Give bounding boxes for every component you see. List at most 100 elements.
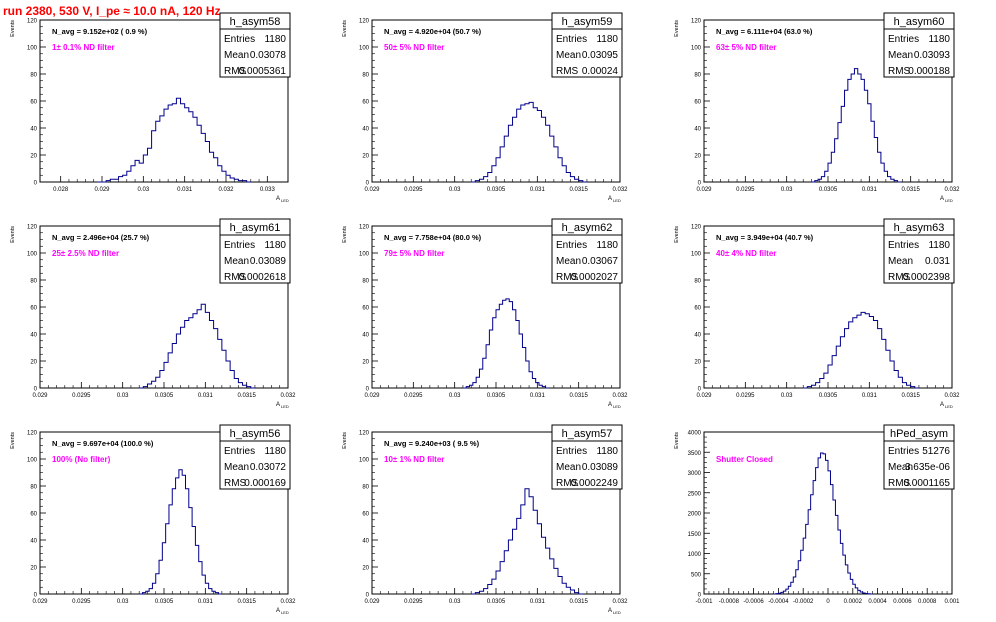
histogram-line <box>97 97 251 183</box>
stats-value: 1180 <box>596 446 618 457</box>
stats-value: 1180 <box>596 34 618 45</box>
y-tick-label: 60 <box>30 512 37 518</box>
y-tick-label: 20 <box>30 154 37 160</box>
y-tick-label: 100 <box>359 252 370 258</box>
stats-value: 0.0005361 <box>239 66 287 77</box>
stats-value: 1180 <box>264 446 286 457</box>
y-tick-label: 60 <box>30 100 37 106</box>
x-tick-label: 0.0305 <box>819 393 838 399</box>
y-tick-label: 60 <box>30 306 37 312</box>
x-tick-label: 0.0315 <box>569 599 588 605</box>
x-tick-label: 0.0315 <box>569 187 588 193</box>
x-tick-label: 0.03 <box>117 599 129 605</box>
x-tick-label: 0.031 <box>198 393 214 399</box>
filter-label: 40± 4% ND filter <box>716 249 776 258</box>
navg-label: N_avg = 6.111e+04 (63.0 %) <box>716 27 813 36</box>
stats-value: 1180 <box>596 240 618 251</box>
stats-key: Mean <box>224 50 249 61</box>
x-tick-label: 0.0315 <box>901 393 920 399</box>
stats-value: 0.03072 <box>250 462 287 473</box>
x-tick-label: 0.0305 <box>487 187 506 193</box>
stats-box <box>219 424 291 490</box>
filter-label: 1± 0.1% ND filter <box>52 43 115 52</box>
stats-key: Entries <box>224 446 255 457</box>
x-axis-label: A <box>608 608 612 614</box>
stats-box <box>219 12 291 78</box>
x-tick-label: 0.029 <box>94 187 110 193</box>
y-axis-label: Events <box>674 20 680 37</box>
y-tick-label: 120 <box>359 225 370 231</box>
stats-title: h_asym59 <box>562 16 613 28</box>
x-tick-label: 0.032 <box>612 393 628 399</box>
stats-key: Entries <box>556 446 587 457</box>
y-tick-label: 40 <box>694 333 701 339</box>
stats-key: Mean <box>888 50 913 61</box>
stats-value: 0.03089 <box>250 256 287 267</box>
stats-key: Mean <box>556 50 581 61</box>
stats-title: h_asym63 <box>894 222 945 234</box>
y-tick-label: 0 <box>34 593 38 599</box>
x-tick-label: 0.0315 <box>569 393 588 399</box>
y-tick-label: 40 <box>362 127 369 133</box>
x-axis-subscript: LED <box>613 404 621 409</box>
x-tick-label: 0.029 <box>364 599 380 605</box>
stats-value: 0.0002027 <box>571 272 619 283</box>
x-tick-label: 0.0006 <box>893 599 912 605</box>
filter-label: 10± 1% ND filter <box>384 455 444 464</box>
histogram-panel-h_asym58: 0 20 40 60 80 100 120 0.028 0.029 0.03 0.031 0.032 0… <box>10 12 291 203</box>
x-axis-label: A <box>276 608 280 614</box>
y-tick-label: 120 <box>27 225 38 231</box>
x-tick-label: -0.0006 <box>743 599 764 605</box>
x-tick-label: 0.0008 <box>918 599 937 605</box>
x-tick-label: 0.032 <box>612 187 628 193</box>
stats-key: Entries <box>224 34 255 45</box>
y-tick-label: 80 <box>30 73 37 79</box>
x-tick-label: 0.031 <box>862 393 878 399</box>
y-tick-label: 20 <box>362 360 369 366</box>
stats-value: 1180 <box>264 34 286 45</box>
y-tick-label: 20 <box>362 154 369 160</box>
stats-key: RMS <box>556 66 579 77</box>
y-tick-label: 60 <box>694 306 701 312</box>
x-axis-subscript: LED <box>945 404 953 409</box>
stats-value: 1180 <box>928 240 950 251</box>
stats-value: 1180 <box>264 240 286 251</box>
y-tick-label: 40 <box>30 127 37 133</box>
y-tick-label: 80 <box>362 279 369 285</box>
x-tick-label: 0.03 <box>449 393 461 399</box>
x-axis-subscript: LED <box>613 610 621 615</box>
x-tick-label: 0.03 <box>449 599 461 605</box>
filter-label: 79± 5% ND filter <box>384 249 444 258</box>
y-tick-label: 0 <box>366 387 370 393</box>
stats-value: 0.031 <box>925 256 950 267</box>
filter-label: 25± 2.5% ND filter <box>52 249 119 258</box>
stats-value: 0.03095 <box>582 50 619 61</box>
y-tick-label: 40 <box>694 127 701 133</box>
x-tick-label: 0.029 <box>32 393 48 399</box>
y-tick-label: 80 <box>694 73 701 79</box>
y-tick-label: 40 <box>362 333 369 339</box>
x-tick-label: 0.032 <box>944 187 960 193</box>
navg-label: N_avg = 4.920e+04 (50.7 %) <box>384 27 482 36</box>
stats-value: 0.000188 <box>908 66 950 77</box>
stats-key: RMS <box>556 272 579 283</box>
y-tick-label: 1000 <box>688 552 702 558</box>
histogram-line <box>462 298 549 389</box>
x-tick-label: 0.029 <box>364 393 380 399</box>
stats-title: hPed_asym <box>890 428 948 440</box>
y-tick-label: 100 <box>691 46 702 52</box>
x-tick-label: 0.03 <box>137 187 149 193</box>
filter-label: 100% (No filter) <box>52 455 111 464</box>
x-tick-label: 0.0315 <box>901 187 920 193</box>
x-tick-label: 0.0315 <box>237 393 256 399</box>
x-axis-subscript: LED <box>281 404 289 409</box>
stats-box <box>883 424 955 490</box>
stats-key: RMS <box>224 478 247 489</box>
stats-value: 0.03089 <box>582 462 619 473</box>
y-tick-label: 0 <box>698 181 702 187</box>
x-tick-label: 0.028 <box>53 187 69 193</box>
x-axis-label: A <box>276 402 280 408</box>
y-tick-label: 0 <box>698 387 702 393</box>
y-tick-label: 80 <box>362 73 369 79</box>
navg-label: N_avg = 9.240e+03 ( 9.5 %) <box>384 439 480 448</box>
